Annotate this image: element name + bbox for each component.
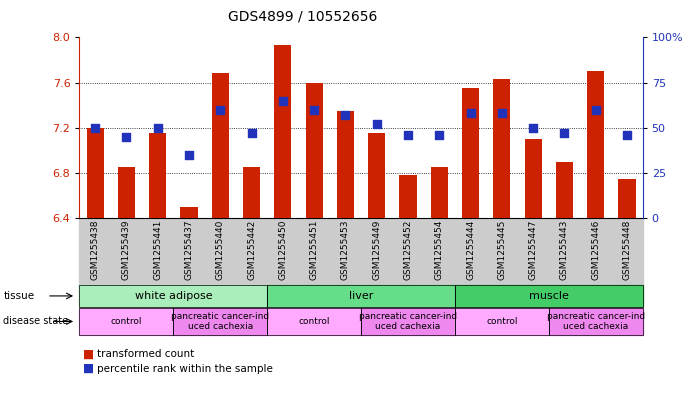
Text: percentile rank within the sample: percentile rank within the sample — [97, 364, 273, 374]
Bar — [337, 111, 354, 218]
Point — [371, 121, 382, 127]
Text: pancreatic cancer-ind
uced cachexia: pancreatic cancer-ind uced cachexia — [359, 312, 457, 331]
Text: white adipose: white adipose — [135, 291, 212, 301]
Bar — [86, 128, 104, 218]
Bar — [524, 139, 542, 218]
Bar — [462, 88, 479, 218]
Point — [309, 107, 320, 113]
Text: liver: liver — [349, 291, 373, 301]
Bar — [243, 167, 260, 218]
Text: GDS4899 / 10552656: GDS4899 / 10552656 — [228, 10, 377, 24]
Point — [277, 97, 288, 104]
Point — [465, 110, 476, 116]
Bar — [305, 83, 323, 218]
Bar — [399, 175, 417, 218]
Point — [246, 130, 257, 136]
Text: tissue: tissue — [3, 291, 35, 301]
Point — [152, 125, 163, 131]
Bar — [493, 79, 511, 218]
Bar — [587, 71, 605, 218]
Point — [590, 107, 601, 113]
Point — [434, 132, 445, 138]
Bar — [274, 45, 292, 218]
Bar — [430, 167, 448, 218]
Text: disease state: disease state — [3, 316, 68, 327]
Point — [90, 125, 101, 131]
Bar — [117, 167, 135, 218]
Text: control: control — [486, 317, 518, 326]
Text: ■: ■ — [83, 348, 94, 361]
Point — [340, 112, 351, 118]
Bar — [211, 73, 229, 218]
Point — [496, 110, 507, 116]
Bar — [368, 133, 386, 218]
Point — [121, 134, 132, 140]
Bar — [618, 178, 636, 218]
Point — [215, 107, 226, 113]
Bar — [556, 162, 573, 218]
Point — [528, 125, 539, 131]
Point — [621, 132, 632, 138]
Text: transformed count: transformed count — [97, 349, 194, 360]
Text: control: control — [111, 317, 142, 326]
Bar — [180, 207, 198, 218]
Point — [183, 152, 194, 158]
Text: muscle: muscle — [529, 291, 569, 301]
Point — [559, 130, 570, 136]
Bar — [149, 133, 167, 218]
Point — [402, 132, 413, 138]
Text: pancreatic cancer-ind
uced cachexia: pancreatic cancer-ind uced cachexia — [547, 312, 645, 331]
Text: control: control — [299, 317, 330, 326]
Text: pancreatic cancer-ind
uced cachexia: pancreatic cancer-ind uced cachexia — [171, 312, 269, 331]
Text: ■: ■ — [83, 362, 94, 375]
